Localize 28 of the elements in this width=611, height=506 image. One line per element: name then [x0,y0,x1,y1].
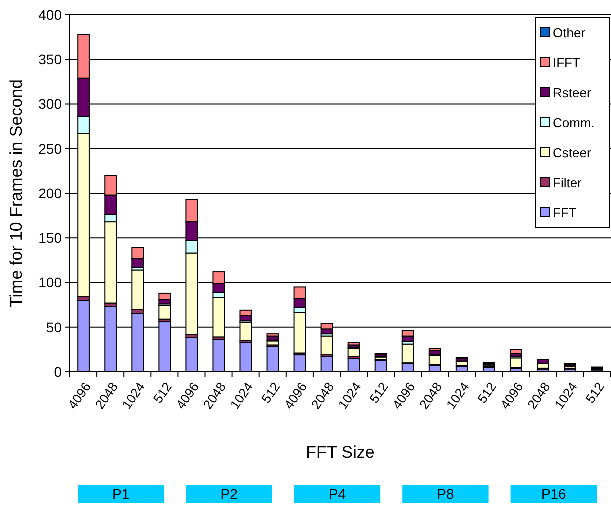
y-tick-label: 100 [38,274,62,291]
x-tick-label: 512 [258,380,284,406]
legend-label: Rsteer [553,86,592,101]
text: P2 [220,486,238,502]
y-tick-label: 250 [38,140,62,157]
legend-label: Csteer [553,146,592,161]
legend-label: IFFT [553,56,580,71]
legend-label: FFT [553,206,577,221]
y-tick-label: 50 [46,319,62,336]
legend-label: Filter [553,176,583,191]
y-tick-label: 200 [38,185,62,202]
x-tick-label: 512 [582,380,608,406]
y-tick-label: 150 [38,230,62,246]
x-tick-label: 512 [366,380,392,406]
x-tick-label: 512 [474,380,500,406]
y-tick-label: 0 [54,364,62,380]
x-axis-title: FFT Size [306,443,375,462]
legend-label: Other [553,26,586,41]
y-tick-label: 350 [38,52,62,68]
legend-label: Comm. [553,116,595,131]
y-axis-title: Time for 10 Frames in Second [7,79,26,308]
text: P1 [112,486,130,502]
x-tick-label: 512 [150,380,176,406]
y-tick-label: 300 [38,96,62,112]
text: P4 [328,486,346,502]
text: P8 [437,486,454,502]
text: P16 [541,486,567,502]
y-tick-label: 400 [38,6,62,23]
